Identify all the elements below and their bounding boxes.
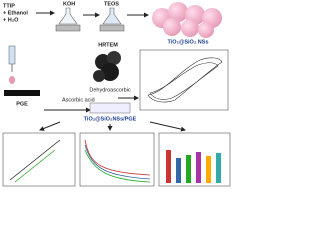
flask-koh: KOH bbox=[55, 1, 81, 32]
arrow bbox=[149, 121, 186, 132]
graphical-abstract: TTIP + Ethanol + H₂O KOH TEOS TiO₂@SiO₂ … bbox=[2, 1, 231, 187]
reagent: + Ethanol bbox=[3, 10, 28, 16]
analyte-label: Ascorbic acid bbox=[62, 97, 95, 103]
step-label: TEOS bbox=[104, 1, 119, 7]
cv-plot bbox=[139, 49, 229, 111]
flask-teos: TEOS bbox=[99, 1, 125, 32]
hrtem-image bbox=[93, 51, 121, 82]
reagent: + H₂O bbox=[3, 17, 19, 23]
oxidized-label: Dehydroascorbic bbox=[89, 87, 131, 93]
reagent: TTIP bbox=[3, 3, 15, 9]
image-label: HRTEM bbox=[98, 42, 118, 48]
plot-2 bbox=[79, 132, 155, 187]
modified-electrode-label: TiO₂@SiO₂NSs/PGE bbox=[84, 116, 137, 122]
cell bbox=[89, 102, 131, 114]
arrow bbox=[39, 121, 61, 131]
electrode-label: PGE bbox=[16, 101, 28, 107]
nanospheres bbox=[152, 2, 222, 38]
dropper bbox=[4, 45, 40, 96]
plot-3 bbox=[158, 132, 231, 187]
product-label: TiO₂@SiO₂ NSs bbox=[167, 39, 208, 45]
step-label: KOH bbox=[63, 1, 75, 7]
plot-1 bbox=[2, 132, 76, 187]
